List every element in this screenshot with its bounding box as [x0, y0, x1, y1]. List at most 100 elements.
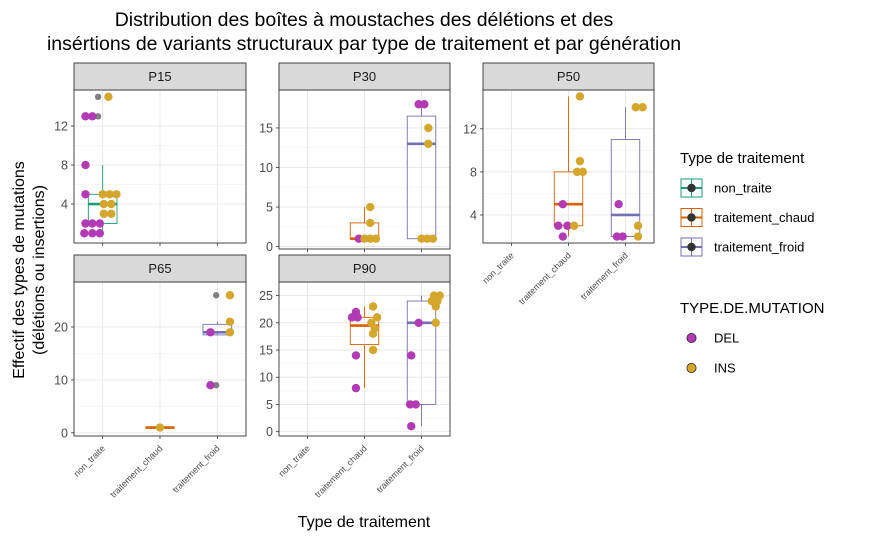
data-point-INS	[633, 221, 643, 230]
data-point-INS	[431, 318, 440, 328]
x-axis-title: Type de traitement	[298, 514, 431, 531]
y-tick-label: 12	[54, 120, 68, 134]
data-point-DEL	[563, 221, 572, 230]
y-tick-label: 15	[259, 344, 273, 358]
box-traitement_chaud	[349, 202, 381, 243]
data-point-INS	[575, 156, 585, 166]
facet-strip-label: P50	[557, 69, 580, 84]
facet-panel-P30: 0 5 10 15 P30	[259, 62, 451, 254]
data-point-INS	[99, 199, 109, 209]
data-point-DEL	[81, 219, 90, 228]
legend-item-label: traitement_froid	[714, 240, 804, 255]
legend-item-traitement_froid: traitement_froid	[680, 237, 804, 257]
x-tick-label: traitement_chaud	[313, 443, 369, 499]
data-point-INS	[638, 103, 647, 112]
facet-panel-P50: 4 8 12 non_traite traitement_chaud traitement…	[463, 62, 655, 307]
data-point-DEL	[554, 221, 563, 230]
legend-item-label: DEL	[714, 331, 739, 346]
data-point-DEL	[351, 383, 361, 393]
data-point-INS	[104, 92, 113, 102]
box-iqr	[406, 300, 437, 405]
y-tick-label: 0	[266, 425, 273, 439]
legend-mutation: TYPE.DE.MUTATION DEL INS	[680, 300, 824, 376]
outlier-point	[212, 381, 220, 389]
data-point-INS	[225, 291, 235, 300]
facet-strip	[482, 62, 655, 91]
y-tick-label: 5	[266, 201, 273, 215]
facet-strip	[278, 254, 451, 283]
x-tick-label: traitement_froid	[375, 443, 426, 494]
data-point-INS	[431, 302, 440, 311]
box-traitement_froid	[202, 291, 235, 390]
data-point-DEL	[614, 200, 623, 209]
legend-item-traitement_chaud: traitement_chaud	[680, 208, 814, 227]
legend-item-label: INS	[714, 361, 736, 376]
y-tick-label: 10	[259, 161, 273, 175]
data-point-INS	[435, 291, 444, 300]
data-point-INS	[424, 123, 433, 133]
data-point-INS	[372, 313, 382, 322]
outlier-point	[94, 93, 102, 101]
legend-key-point	[687, 242, 696, 252]
data-point-DEL	[88, 219, 97, 228]
data-point-DEL	[206, 380, 215, 390]
x-tick-label: traitement_chaud	[517, 250, 573, 306]
facet-panel-P15: 4 8 12 P15	[54, 62, 247, 246]
data-point-DEL	[407, 351, 416, 360]
x-tick-label: non_traite	[481, 250, 516, 285]
y-axis-title-line: (délétions ou insertions)	[31, 185, 48, 355]
x-tick-label: non_traite	[277, 443, 312, 478]
data-point-DEL	[420, 100, 429, 109]
y-tick-label: 10	[54, 373, 68, 387]
data-point-DEL	[95, 219, 105, 228]
facet-panel-P65: 0 10 20 non_traite traitement_chaud traitemen…	[54, 254, 247, 500]
data-point-INS	[155, 423, 165, 432]
data-point-INS	[105, 190, 114, 199]
box-traitement_chaud	[145, 423, 175, 432]
legend-key-point	[686, 332, 697, 343]
data-point-DEL	[558, 200, 567, 209]
data-point-INS	[366, 218, 375, 228]
legend-item-non_traite: non_traite	[680, 178, 772, 198]
data-point-DEL	[411, 400, 420, 409]
data-point-INS	[112, 190, 121, 199]
data-point-INS	[107, 199, 116, 209]
box-traitement_froid	[610, 103, 647, 241]
data-point-INS	[570, 221, 579, 230]
y-tick-label: 8	[470, 165, 477, 179]
facet-strip	[73, 254, 247, 283]
legend-key-point	[687, 213, 696, 222]
y-tick-label: 4	[61, 198, 68, 212]
data-point-INS	[578, 167, 587, 177]
y-tick-label: 10	[259, 371, 273, 385]
chart-title-line: Distribution des boîtes à moustaches des…	[115, 9, 614, 31]
data-point-DEL	[351, 351, 361, 360]
data-point-INS	[428, 234, 438, 243]
data-point-DEL	[80, 229, 89, 238]
x-tick-label: traitement_froid	[170, 443, 221, 494]
data-point-INS	[371, 234, 381, 243]
facet-strip	[73, 62, 247, 91]
box-traitement_froid	[405, 291, 444, 431]
data-point-INS	[99, 209, 109, 218]
legend-mutation-title: TYPE.DE.MUTATION	[680, 300, 824, 317]
legend-treatment-title: Type de traitement	[680, 150, 805, 167]
data-point-DEL	[81, 112, 90, 121]
data-point-INS	[107, 209, 116, 218]
data-point-DEL	[81, 160, 90, 170]
outlier-point	[212, 292, 220, 299]
y-tick-label: 12	[463, 122, 477, 136]
data-point-DEL	[206, 328, 215, 337]
data-point-DEL	[407, 422, 416, 431]
data-point-INS	[633, 232, 643, 241]
y-tick-label: 20	[259, 316, 273, 330]
legend-item-INS: INS	[686, 361, 736, 376]
y-axis-title-line: Effectif des types de mutations	[11, 161, 28, 379]
data-point-DEL	[88, 229, 97, 238]
data-point-DEL	[88, 112, 97, 121]
facet-strip-label: P65	[148, 261, 171, 276]
legend-treatment: Type de traitement non_traite traitement_c…	[680, 150, 814, 257]
data-point-DEL	[414, 318, 423, 328]
